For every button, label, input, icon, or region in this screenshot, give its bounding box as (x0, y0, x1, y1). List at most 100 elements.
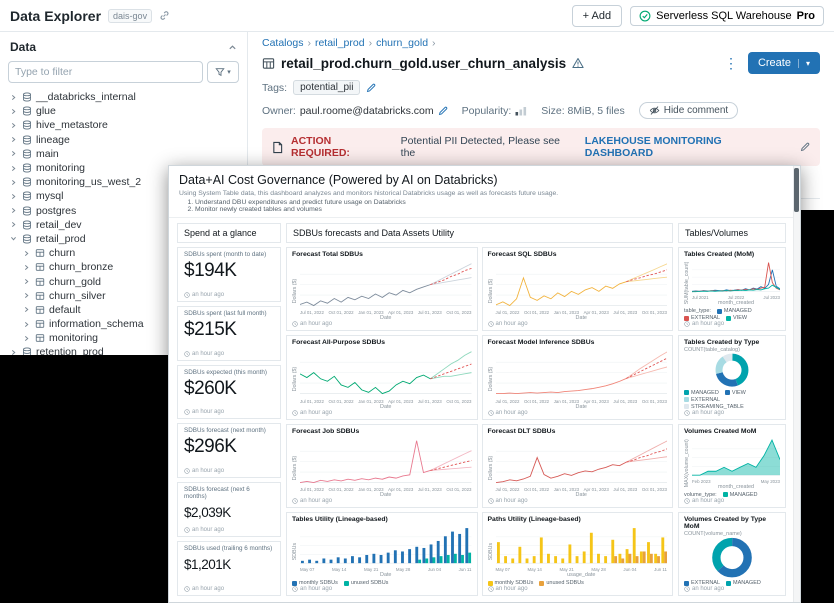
sidebar-item-glue[interactable]: glue (8, 104, 239, 118)
chevron-right-icon[interactable] (10, 136, 18, 143)
chart-title: Tables Utility (Lineage-based) (292, 515, 388, 523)
scrollbar-thumb[interactable] (794, 168, 799, 212)
hide-comment-button[interactable]: Hide comment (638, 102, 739, 119)
warehouse-selector[interactable]: Serverless SQL Warehouse Pro (630, 5, 824, 26)
kpi-card[interactable]: SDBUs forecast (next 6 months) $2,039K an … (177, 482, 281, 538)
chart-card-volumes-created: Volumes Created MoM MAX(volume_count) Feb … (678, 423, 786, 508)
edit-comment-pencil-icon[interactable] (800, 142, 810, 152)
kpi-card[interactable]: SDBUs spent (month to date) $194K an hour … (177, 247, 281, 302)
kpi-value: $2,039K (184, 505, 231, 521)
sidebar-item-churn_silver[interactable]: churn_silver (8, 289, 239, 303)
sidebar-item-retail_prod[interactable]: retail_prod (8, 232, 239, 246)
lakehouse-monitoring-dashboard-link[interactable]: LAKEHOUSE MONITORING DASHBOARD (584, 135, 722, 159)
kpi-card[interactable]: SDBUs forecast (next month) $296K an hour … (177, 423, 281, 479)
chevron-right-icon[interactable] (23, 306, 31, 313)
x-axis-ticks: Jul 01, 2022 Oct 01, 2022 Jan 01, 2023 Apr … (495, 398, 667, 404)
chart-card-forecast-job: Forecast Job SDBUs Dollars ($) Jul 01, 202… (286, 423, 478, 508)
schema-icon (35, 305, 45, 315)
collapse-panel-icon[interactable] (228, 43, 237, 52)
chevron-right-icon[interactable] (23, 335, 31, 342)
add-button[interactable]: + Add (571, 4, 623, 27)
bar-chart[interactable] (300, 525, 472, 566)
schema-icon (35, 262, 45, 272)
sidebar-item-mysql[interactable]: mysql (8, 189, 239, 203)
catalog-filter-input[interactable] (8, 61, 203, 83)
sidebar-item-main[interactable]: main (8, 147, 239, 161)
chevron-right-icon[interactable] (10, 108, 18, 115)
bar-chart[interactable] (495, 525, 667, 566)
tag-chip-potential-pii[interactable]: potential_pii (293, 80, 361, 95)
sidebar-item-churn[interactable]: churn (8, 246, 239, 260)
sidebar-item-postgres[interactable]: postgres (8, 204, 239, 218)
kpi-list: SDBUs spent (month to date) $194K an hour … (177, 247, 281, 596)
dashboard-header: Data+AI Cost Governance (Powered by AI o… (169, 166, 800, 218)
x-axis-ticks: Feb 2023 May 2023 (692, 478, 780, 484)
chevron-right-icon[interactable] (10, 94, 18, 101)
sidebar-item-retail_dev[interactable]: retail_dev (8, 218, 239, 232)
chart-legend: MANAGED VIEW EXTERNAL STREAMING_TABLE (684, 390, 780, 410)
sidebar-item-lineage[interactable]: lineage (8, 133, 239, 147)
spend-column: Spend at a glance SDBUs spent (month to … (177, 223, 281, 596)
edit-tags-pencil-icon[interactable] (366, 83, 376, 93)
donut-chart[interactable] (684, 353, 780, 387)
x-axis-label: Date (575, 403, 587, 410)
chevron-right-icon[interactable] (10, 221, 18, 228)
sidebar-item-retention_prod[interactable]: retention_prod (8, 345, 239, 355)
chevron-right-icon[interactable] (23, 321, 31, 328)
kpi-updated-time: an hour ago (184, 351, 274, 357)
sidebar-item-churn_gold[interactable]: churn_gold (8, 274, 239, 288)
catalog-icon (22, 149, 32, 159)
sidebar-item-__databricks_internal[interactable]: __databricks_internal (8, 90, 239, 104)
chart-updated-time: an hour ago (487, 410, 668, 416)
dashboard-scrollbar[interactable] (793, 166, 800, 602)
alert-icon[interactable] (572, 57, 584, 69)
copy-link-icon[interactable] (159, 10, 170, 21)
chevron-right-icon[interactable] (10, 193, 18, 200)
chevron-right-icon[interactable] (10, 150, 18, 157)
y-axis-label: Dollars ($) (292, 278, 298, 303)
chevron-right-icon[interactable] (23, 292, 31, 299)
x-axis-ticks: Jul 01, 2022 Oct 01, 2022 Jan 01, 2023 Apr … (300, 486, 472, 492)
sidebar-item-information_schema[interactable]: information_schema (8, 317, 239, 331)
chevron-right-icon[interactable] (10, 349, 18, 355)
sidebar-item-label: glue (36, 105, 56, 118)
kpi-card[interactable]: SDBUs used (trailing 6 months) $1,201K an … (177, 541, 281, 596)
sidebar-item-default[interactable]: default (8, 303, 239, 317)
check-circle-icon (639, 10, 651, 22)
sidebar-item-monitoring[interactable]: monitoring (8, 161, 239, 175)
chevron-right-icon[interactable] (23, 264, 31, 271)
chevron-down-icon[interactable] (10, 235, 18, 242)
donut-chart[interactable] (684, 537, 780, 578)
edit-owner-pencil-icon[interactable] (438, 106, 448, 116)
chevron-right-icon[interactable] (10, 122, 18, 129)
chevron-right-icon[interactable] (23, 250, 31, 257)
line-chart[interactable] (692, 260, 780, 294)
line-chart[interactable] (300, 260, 472, 309)
chevron-right-icon[interactable] (10, 165, 18, 172)
chevron-right-icon[interactable] (10, 207, 18, 214)
sidebar-item-monitoring[interactable]: monitoring (8, 331, 239, 345)
x-axis-ticks: May 07 May 14 May 21 May 28 Jun 04 Jun 11 (495, 567, 667, 572)
breadcrumb-catalogs[interactable]: Catalogs (262, 37, 304, 49)
line-chart[interactable] (300, 437, 472, 486)
banner-prefix: ACTION REQUIRED: (291, 135, 350, 159)
more-actions-button[interactable]: ⋮ (723, 55, 738, 71)
line-chart[interactable] (300, 348, 472, 397)
sidebar-item-hive_metastore[interactable]: hive_metastore (8, 118, 239, 132)
line-chart[interactable] (495, 260, 667, 309)
chevron-right-icon[interactable] (23, 278, 31, 285)
breadcrumb-churn-gold[interactable]: churn_gold (376, 37, 429, 49)
sidebar-item-churn_bronze[interactable]: churn_bronze (8, 260, 239, 274)
area-chart[interactable] (692, 437, 780, 478)
filter-options-button[interactable]: ▾ (207, 61, 239, 83)
catalog-icon (22, 163, 32, 173)
sidebar-item-monitoring_us_west_2[interactable]: monitoring_us_west_2 (8, 175, 239, 189)
create-button[interactable]: Create ▾ (747, 52, 820, 74)
cost-governance-dashboard: Data+AI Cost Governance (Powered by AI o… (168, 165, 801, 603)
line-chart[interactable] (495, 437, 667, 486)
line-chart[interactable] (495, 348, 667, 397)
chevron-right-icon[interactable] (10, 179, 18, 186)
kpi-card[interactable]: SDBUs expected (this month) $260K an hour … (177, 364, 281, 420)
breadcrumb-retail-prod[interactable]: retail_prod (314, 37, 365, 49)
kpi-card[interactable]: SDBUs spent (last full month) $215K an hou… (177, 305, 281, 361)
